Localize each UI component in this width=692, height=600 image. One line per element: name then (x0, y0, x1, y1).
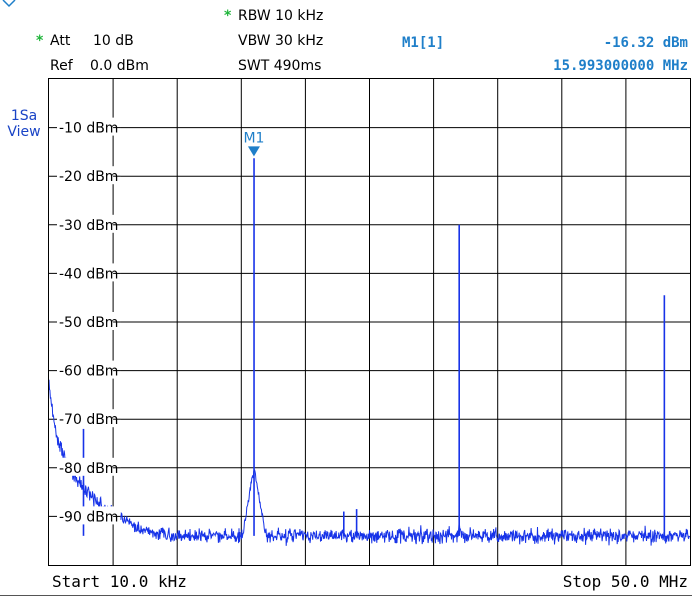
marker-m1-icon (247, 146, 260, 157)
stop-frequency[interactable]: Stop 50.0 MHz (562, 572, 688, 591)
y-tick-label-bg (57, 457, 121, 476)
y-tick-label-bg (57, 360, 121, 379)
y-tick-label: -90 dBm (59, 509, 118, 525)
att-label: Att (50, 33, 71, 49)
ref-level-value[interactable]: 0.0 dBm (90, 58, 149, 74)
att-value[interactable]: 10 dB (93, 33, 134, 49)
y-tick-label-bg (57, 117, 121, 136)
y-tick-label: -30 dBm (59, 218, 118, 234)
spectrum-svg: M1 -10 dBm -20 dBm -30 dBm -40 dBm -50 dBm -60… (49, 79, 690, 565)
y-tick-label: -80 dBm (59, 461, 118, 477)
rbw-setting[interactable]: RBW 10 kHz (238, 8, 324, 24)
y-tick-label: -20 dBm (59, 169, 118, 185)
view-label-line2: View (7, 124, 41, 140)
y-tick-label-bg (57, 166, 121, 185)
marker-readout-frequency: 15.993000000 MHz (553, 58, 688, 74)
y-tick-label-bg (57, 506, 121, 525)
view-label: 1Sa View (2, 108, 46, 140)
spectrum-trace (49, 379, 690, 546)
rbw-star: * (224, 8, 232, 24)
y-tick-label: -70 dBm (59, 412, 118, 428)
y-tick-label-bg (57, 312, 121, 330)
spectrum-plot[interactable]: M1 -10 dBm -20 dBm -30 dBm -40 dBm -50 dBm -60… (48, 78, 691, 566)
y-tick-label: -40 dBm (59, 266, 118, 282)
y-tick-label-bg (57, 263, 121, 282)
y-tick-label-bg (57, 409, 121, 428)
sweep-time-setting[interactable]: SWT 490ms (238, 58, 322, 74)
start-frequency[interactable]: Start 10.0 kHz (52, 572, 187, 591)
y-tick-label: -50 dBm (59, 315, 118, 331)
vbw-setting[interactable]: VBW 30 kHz (238, 33, 324, 49)
corner-diamond-icon (2, 0, 16, 8)
y-tick-label: -10 dBm (59, 121, 118, 137)
marker-m1-label: M1 (243, 130, 264, 146)
ref-label: Ref (50, 58, 73, 74)
y-tick-label-bg (57, 214, 121, 233)
marker-readout-name: M1[1] (402, 35, 445, 51)
view-label-line1: 1Sa (10, 108, 38, 124)
marker-readout-level: -16.32 dBm (603, 35, 688, 51)
y-tick-label: -60 dBm (59, 364, 118, 380)
bottom-divider (0, 595, 692, 596)
att-star: * (36, 33, 44, 49)
